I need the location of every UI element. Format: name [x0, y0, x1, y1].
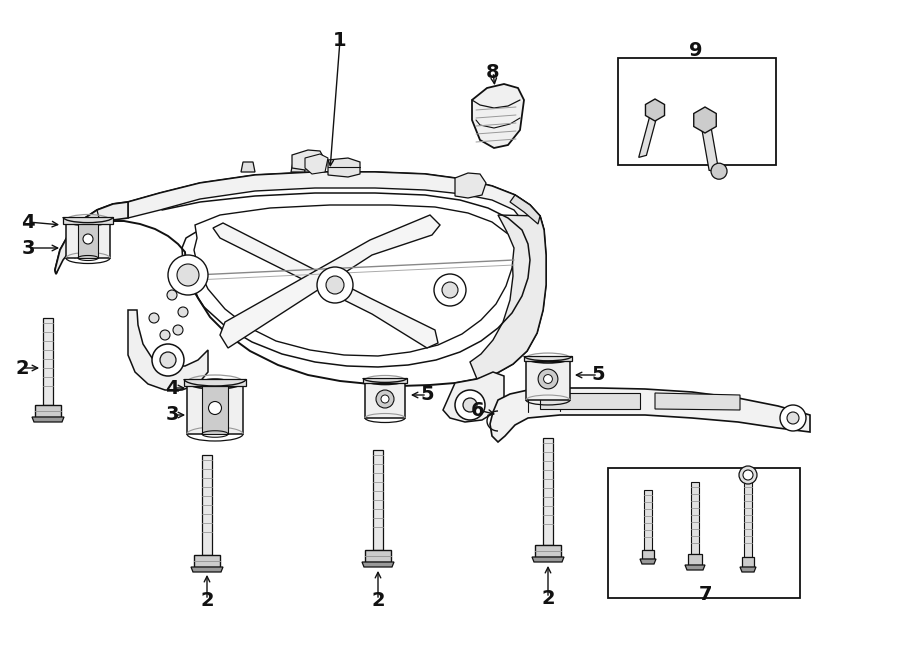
Polygon shape — [63, 217, 113, 224]
Polygon shape — [66, 220, 110, 258]
Polygon shape — [526, 358, 570, 400]
Polygon shape — [642, 550, 654, 559]
Polygon shape — [740, 567, 756, 572]
Polygon shape — [532, 557, 564, 562]
Polygon shape — [32, 417, 64, 422]
Circle shape — [160, 330, 170, 340]
Polygon shape — [292, 150, 325, 170]
Polygon shape — [55, 172, 546, 386]
Polygon shape — [742, 557, 754, 567]
Polygon shape — [191, 567, 223, 572]
Polygon shape — [470, 215, 546, 379]
Polygon shape — [213, 223, 438, 348]
Text: 5: 5 — [591, 366, 605, 385]
Polygon shape — [373, 450, 383, 550]
Circle shape — [442, 282, 458, 298]
Polygon shape — [645, 99, 664, 121]
Polygon shape — [510, 195, 540, 224]
Polygon shape — [194, 555, 220, 567]
Polygon shape — [744, 475, 752, 557]
Bar — [608, 468, 800, 598]
Polygon shape — [700, 119, 719, 172]
Bar — [618, 58, 776, 165]
Polygon shape — [341, 162, 355, 172]
Text: 2: 2 — [371, 590, 385, 609]
Polygon shape — [184, 379, 246, 386]
Polygon shape — [644, 490, 652, 550]
Polygon shape — [305, 154, 328, 174]
Circle shape — [743, 470, 753, 480]
Polygon shape — [655, 393, 740, 410]
Text: 2: 2 — [15, 358, 29, 377]
Circle shape — [463, 398, 477, 412]
Text: 5: 5 — [420, 385, 434, 405]
Polygon shape — [194, 205, 514, 356]
Text: 3: 3 — [166, 405, 179, 424]
Polygon shape — [365, 380, 405, 418]
Polygon shape — [202, 455, 212, 555]
Polygon shape — [685, 565, 705, 570]
Circle shape — [739, 466, 757, 484]
Circle shape — [538, 369, 558, 389]
Polygon shape — [640, 559, 656, 564]
Polygon shape — [363, 378, 407, 383]
Polygon shape — [540, 393, 640, 409]
Text: 8: 8 — [486, 63, 500, 81]
Polygon shape — [490, 388, 810, 442]
Circle shape — [376, 390, 394, 408]
Text: 7: 7 — [698, 586, 712, 605]
Polygon shape — [128, 310, 208, 390]
Circle shape — [149, 313, 159, 323]
Polygon shape — [78, 220, 98, 258]
Text: 4: 4 — [22, 212, 35, 231]
Polygon shape — [691, 482, 699, 554]
Circle shape — [544, 375, 553, 383]
Circle shape — [787, 412, 799, 424]
Circle shape — [167, 290, 177, 300]
Text: 4: 4 — [166, 379, 179, 397]
Polygon shape — [362, 562, 394, 567]
Circle shape — [326, 276, 344, 294]
Polygon shape — [128, 172, 544, 242]
Text: 2: 2 — [200, 590, 214, 609]
Polygon shape — [472, 84, 524, 148]
Text: 9: 9 — [689, 40, 703, 59]
Text: 3: 3 — [22, 239, 35, 258]
Polygon shape — [35, 405, 61, 417]
Polygon shape — [291, 162, 305, 172]
Circle shape — [209, 401, 221, 414]
Polygon shape — [694, 107, 716, 133]
Polygon shape — [220, 215, 440, 348]
Circle shape — [173, 325, 183, 335]
Circle shape — [168, 255, 208, 295]
Polygon shape — [55, 202, 128, 274]
Polygon shape — [202, 382, 228, 434]
Circle shape — [178, 307, 188, 317]
Polygon shape — [535, 545, 561, 557]
Circle shape — [152, 344, 184, 376]
Polygon shape — [639, 109, 659, 157]
Polygon shape — [187, 382, 243, 434]
Circle shape — [83, 234, 93, 244]
Polygon shape — [328, 158, 360, 177]
Polygon shape — [524, 356, 572, 361]
Circle shape — [711, 163, 727, 179]
Circle shape — [177, 264, 199, 286]
Polygon shape — [543, 438, 553, 545]
Polygon shape — [241, 162, 255, 172]
Text: 2: 2 — [541, 588, 554, 607]
Polygon shape — [455, 173, 486, 198]
Circle shape — [381, 395, 389, 403]
Circle shape — [434, 274, 466, 306]
Polygon shape — [443, 372, 504, 422]
Text: 1: 1 — [333, 30, 346, 50]
Polygon shape — [688, 554, 702, 565]
Circle shape — [317, 267, 353, 303]
Circle shape — [160, 352, 176, 368]
Circle shape — [780, 405, 806, 431]
Circle shape — [455, 390, 485, 420]
Polygon shape — [365, 550, 391, 562]
Text: 6: 6 — [472, 401, 485, 420]
Polygon shape — [43, 318, 53, 405]
